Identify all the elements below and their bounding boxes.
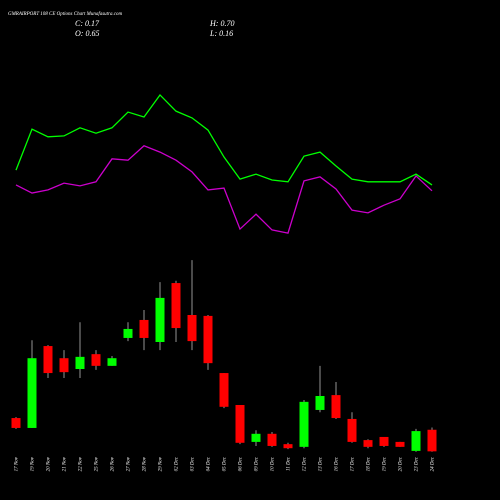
x-tick-label: 05 Dec [223, 456, 228, 471]
candle-body [395, 441, 405, 447]
candle-body [331, 395, 341, 419]
indicator-line [15, 93, 433, 186]
candle-body [107, 358, 117, 366]
candle-body [11, 418, 21, 428]
x-tick-label: 03 Dec [191, 456, 196, 471]
chart-title: GMRAIRPORT 108 CE Options Chart Munafasu… [8, 12, 122, 17]
x-tick-label: 22 Nov [79, 456, 84, 471]
candle-body [299, 401, 309, 447]
x-tick-label: 17 Nov [15, 456, 20, 471]
candle-body [219, 373, 229, 407]
candle-body [123, 328, 133, 338]
x-tick-label: 21 Nov [63, 456, 68, 471]
candle-body [427, 429, 437, 452]
x-tick-label: 26 Nov [111, 456, 116, 471]
high-label: H: 0.70 [209, 19, 234, 28]
candle-body [235, 405, 245, 443]
candle-body [43, 346, 53, 374]
candle-body [27, 358, 37, 428]
candle-body [347, 418, 357, 442]
x-tick-label: 10 Dec [271, 456, 276, 471]
x-tick-label: 12 Dec [303, 456, 308, 471]
candle-body [315, 396, 325, 410]
x-tick-label: 18 Dec [367, 456, 372, 471]
candle-body [363, 440, 373, 447]
candle-body [155, 297, 165, 342]
x-tick-label: 11 Dec [287, 456, 292, 471]
candle-body [171, 283, 181, 329]
candle-body [91, 354, 101, 366]
x-tick-label: 27 Nov [127, 456, 132, 471]
open-label: O: 0.65 [75, 29, 99, 38]
x-tick-label: 16 Dec [335, 456, 340, 471]
x-tick-label: 04 Dec [207, 456, 212, 471]
candle-body [251, 433, 261, 442]
x-tick-label: 09 Dec [255, 456, 260, 471]
x-tick-label: 20 Nov [47, 456, 52, 471]
x-tick-label: 23 Dec [415, 456, 420, 471]
candle-body [267, 433, 277, 446]
candle-body [75, 356, 85, 369]
x-tick-label: 02 Dec [175, 456, 180, 471]
candle-body [379, 436, 389, 446]
x-tick-label: 06 Dec [239, 456, 244, 471]
x-tick-label: 17 Dec [351, 456, 356, 471]
x-tick-label: 25 Nov [95, 456, 100, 471]
candle-body [411, 431, 421, 451]
x-tick-label: 19 Dec [383, 456, 388, 471]
low-label: L: 0.16 [209, 29, 233, 38]
x-tick-label: 29 Nov [159, 456, 164, 471]
candle-body [283, 444, 293, 449]
indicator-line [15, 145, 433, 234]
x-tick-label: 19 Nov [31, 456, 36, 471]
x-tick-label: 24 Dec [431, 456, 436, 471]
x-tick-label: 20 Dec [399, 456, 404, 471]
candle-body [203, 315, 213, 364]
x-tick-label: 28 Nov [143, 456, 148, 471]
x-tick-label: 13 Dec [319, 456, 324, 471]
candle-body [187, 315, 197, 342]
candle-body [139, 319, 149, 338]
candle-body [59, 358, 69, 373]
close-label: C: 0.17 [75, 19, 100, 28]
